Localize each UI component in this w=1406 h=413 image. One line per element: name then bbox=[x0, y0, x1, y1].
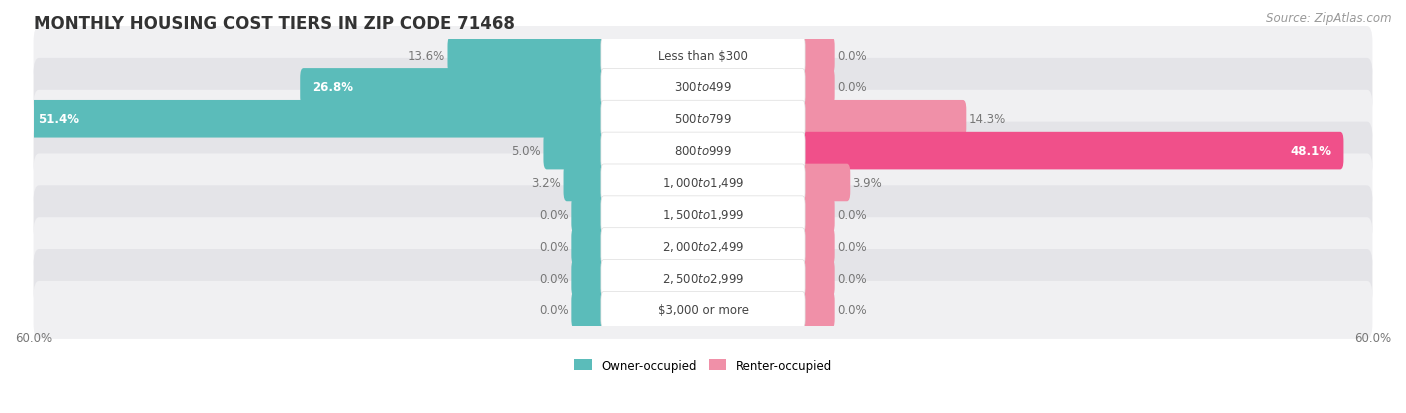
FancyBboxPatch shape bbox=[600, 165, 806, 202]
FancyBboxPatch shape bbox=[800, 292, 835, 329]
Text: $800 to $999: $800 to $999 bbox=[673, 145, 733, 158]
FancyBboxPatch shape bbox=[600, 101, 806, 138]
FancyBboxPatch shape bbox=[800, 260, 835, 297]
FancyBboxPatch shape bbox=[800, 37, 835, 75]
Text: 0.0%: 0.0% bbox=[837, 50, 866, 62]
FancyBboxPatch shape bbox=[600, 260, 806, 297]
FancyBboxPatch shape bbox=[301, 69, 606, 107]
Text: $3,000 or more: $3,000 or more bbox=[658, 304, 748, 317]
Text: 0.0%: 0.0% bbox=[540, 208, 569, 221]
FancyBboxPatch shape bbox=[25, 101, 606, 138]
Text: 14.3%: 14.3% bbox=[969, 113, 1005, 126]
Text: $2,500 to $2,999: $2,500 to $2,999 bbox=[662, 271, 744, 285]
Text: $500 to $799: $500 to $799 bbox=[673, 113, 733, 126]
FancyBboxPatch shape bbox=[34, 90, 1372, 148]
Text: 0.0%: 0.0% bbox=[837, 304, 866, 317]
FancyBboxPatch shape bbox=[571, 196, 606, 234]
Text: $1,000 to $1,499: $1,000 to $1,499 bbox=[662, 176, 744, 190]
FancyBboxPatch shape bbox=[600, 69, 806, 106]
FancyBboxPatch shape bbox=[571, 228, 606, 265]
FancyBboxPatch shape bbox=[34, 122, 1372, 180]
Text: 26.8%: 26.8% bbox=[312, 81, 353, 94]
FancyBboxPatch shape bbox=[544, 133, 606, 170]
FancyBboxPatch shape bbox=[447, 37, 606, 75]
Text: 0.0%: 0.0% bbox=[837, 208, 866, 221]
Text: 0.0%: 0.0% bbox=[837, 240, 866, 253]
FancyBboxPatch shape bbox=[600, 228, 806, 265]
Text: 0.0%: 0.0% bbox=[540, 240, 569, 253]
Text: MONTHLY HOUSING COST TIERS IN ZIP CODE 71468: MONTHLY HOUSING COST TIERS IN ZIP CODE 7… bbox=[34, 15, 515, 33]
FancyBboxPatch shape bbox=[564, 164, 606, 202]
FancyBboxPatch shape bbox=[800, 69, 835, 107]
Text: $300 to $499: $300 to $499 bbox=[673, 81, 733, 94]
FancyBboxPatch shape bbox=[34, 249, 1372, 307]
FancyBboxPatch shape bbox=[600, 133, 806, 170]
Text: Source: ZipAtlas.com: Source: ZipAtlas.com bbox=[1267, 12, 1392, 25]
FancyBboxPatch shape bbox=[34, 281, 1372, 339]
FancyBboxPatch shape bbox=[800, 101, 966, 138]
Text: $1,500 to $1,999: $1,500 to $1,999 bbox=[662, 208, 744, 222]
FancyBboxPatch shape bbox=[600, 38, 806, 74]
FancyBboxPatch shape bbox=[800, 164, 851, 202]
FancyBboxPatch shape bbox=[800, 133, 1343, 170]
FancyBboxPatch shape bbox=[34, 59, 1372, 116]
FancyBboxPatch shape bbox=[800, 196, 835, 234]
Text: 0.0%: 0.0% bbox=[540, 304, 569, 317]
Text: 0.0%: 0.0% bbox=[837, 81, 866, 94]
FancyBboxPatch shape bbox=[34, 154, 1372, 212]
Text: 3.9%: 3.9% bbox=[852, 176, 882, 190]
Legend: Owner-occupied, Renter-occupied: Owner-occupied, Renter-occupied bbox=[574, 358, 832, 372]
Text: 5.0%: 5.0% bbox=[512, 145, 541, 158]
Text: Less than $300: Less than $300 bbox=[658, 50, 748, 62]
Text: 51.4%: 51.4% bbox=[38, 113, 79, 126]
FancyBboxPatch shape bbox=[34, 218, 1372, 275]
Text: 0.0%: 0.0% bbox=[837, 272, 866, 285]
FancyBboxPatch shape bbox=[600, 196, 806, 233]
FancyBboxPatch shape bbox=[800, 228, 835, 265]
Text: 13.6%: 13.6% bbox=[408, 50, 446, 62]
Text: 0.0%: 0.0% bbox=[540, 272, 569, 285]
FancyBboxPatch shape bbox=[34, 186, 1372, 244]
Text: $2,000 to $2,499: $2,000 to $2,499 bbox=[662, 240, 744, 254]
FancyBboxPatch shape bbox=[571, 292, 606, 329]
Text: 48.1%: 48.1% bbox=[1291, 145, 1331, 158]
FancyBboxPatch shape bbox=[571, 260, 606, 297]
FancyBboxPatch shape bbox=[600, 292, 806, 329]
Text: 3.2%: 3.2% bbox=[531, 176, 561, 190]
FancyBboxPatch shape bbox=[34, 27, 1372, 85]
